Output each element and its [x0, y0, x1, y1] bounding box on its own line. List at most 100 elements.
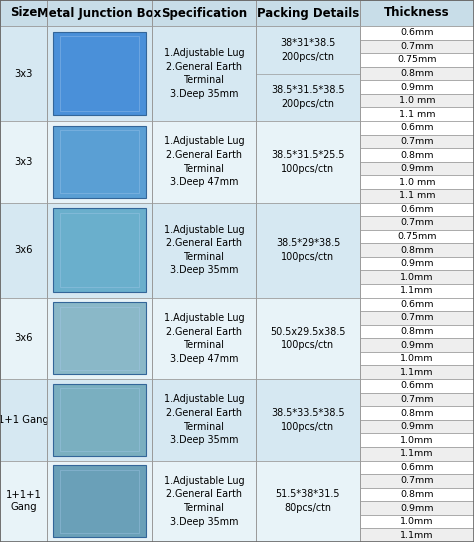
Bar: [360, 148, 474, 162]
Text: 1+1+1
Gang: 1+1+1 Gang: [6, 491, 41, 512]
Bar: [360, 352, 474, 365]
Text: 0.8mm: 0.8mm: [400, 490, 434, 499]
Text: 38.5*31.5*38.5
200pcs/ctn: 38.5*31.5*38.5 200pcs/ctn: [271, 86, 345, 109]
Text: 1.Adjustable Lug
2.General Earth
Terminal
3.Deep 47mm: 1.Adjustable Lug 2.General Earth Termina…: [164, 137, 244, 187]
Bar: [0, 121, 47, 203]
Text: 0.7mm: 0.7mm: [400, 42, 434, 51]
Text: 0.9mm: 0.9mm: [400, 82, 434, 92]
Text: 1.0 mm: 1.0 mm: [399, 96, 435, 105]
Bar: [152, 461, 256, 542]
Text: 3x6: 3x6: [14, 333, 33, 343]
Bar: [360, 325, 474, 338]
Text: 1.1mm: 1.1mm: [400, 449, 434, 458]
Bar: [0, 298, 47, 379]
Bar: [47, 298, 152, 379]
Text: 0.9mm: 0.9mm: [400, 422, 434, 431]
Bar: [360, 420, 474, 434]
Bar: [360, 216, 474, 230]
Bar: [256, 121, 360, 203]
Text: 1.1mm: 1.1mm: [400, 368, 434, 377]
Text: 50.5x29.5x38.5
100pcs/ctn: 50.5x29.5x38.5 100pcs/ctn: [270, 326, 346, 350]
Text: 38*31*38.5
200pcs/ctn: 38*31*38.5 200pcs/ctn: [280, 38, 336, 62]
Bar: [360, 257, 474, 270]
Text: 1.Adjustable Lug
2.General Earth
Terminal
3.Deep 35mm: 1.Adjustable Lug 2.General Earth Termina…: [164, 476, 244, 527]
Bar: [61, 131, 138, 193]
Bar: [360, 40, 474, 53]
Text: 1.1 mm: 1.1 mm: [399, 110, 435, 119]
Text: 0.6mm: 0.6mm: [400, 124, 434, 132]
Bar: [47, 121, 152, 203]
Text: 0.6mm: 0.6mm: [400, 205, 434, 214]
Bar: [0, 203, 47, 298]
Bar: [47, 461, 152, 542]
Bar: [360, 107, 474, 121]
Bar: [360, 434, 474, 447]
Bar: [360, 528, 474, 542]
Bar: [360, 176, 474, 189]
Bar: [47, 0, 152, 26]
Bar: [360, 0, 474, 26]
Bar: [360, 270, 474, 284]
Text: 38.5*29*38.5
100pcs/ctn: 38.5*29*38.5 100pcs/ctn: [276, 238, 340, 262]
Bar: [53, 126, 146, 198]
Bar: [360, 80, 474, 94]
Bar: [61, 470, 138, 533]
Text: 1+1 Gang: 1+1 Gang: [0, 415, 49, 425]
Bar: [47, 203, 152, 298]
Text: 0.7mm: 0.7mm: [400, 395, 434, 404]
Bar: [360, 67, 474, 80]
Text: 0.8mm: 0.8mm: [400, 69, 434, 78]
Text: 0.7mm: 0.7mm: [400, 313, 434, 322]
Bar: [61, 307, 138, 370]
Bar: [360, 243, 474, 257]
Bar: [53, 31, 146, 115]
Bar: [360, 162, 474, 176]
Text: 3x6: 3x6: [14, 245, 33, 255]
Bar: [61, 212, 138, 287]
Bar: [360, 338, 474, 352]
Bar: [360, 488, 474, 501]
Text: Thickness: Thickness: [384, 7, 450, 20]
Text: Metal Junction Box: Metal Junction Box: [37, 7, 162, 20]
Text: 1.1 mm: 1.1 mm: [399, 191, 435, 200]
Text: 0.75mm: 0.75mm: [397, 232, 437, 241]
Bar: [152, 121, 256, 203]
Bar: [256, 298, 360, 379]
Bar: [53, 384, 146, 456]
Bar: [360, 461, 474, 474]
Text: 1.1mm: 1.1mm: [400, 286, 434, 295]
Text: 1.0mm: 1.0mm: [400, 273, 434, 282]
Bar: [360, 121, 474, 134]
Bar: [360, 230, 474, 243]
Text: 0.9mm: 0.9mm: [400, 259, 434, 268]
Bar: [53, 208, 146, 292]
Text: 3x3: 3x3: [14, 68, 33, 79]
Bar: [360, 406, 474, 420]
Bar: [256, 379, 360, 461]
Text: 1.1mm: 1.1mm: [400, 531, 434, 540]
Text: Size: Size: [10, 7, 37, 20]
Text: 38.5*31.5*25.5
100pcs/ctn: 38.5*31.5*25.5 100pcs/ctn: [271, 150, 345, 173]
Bar: [360, 26, 474, 40]
Text: 0.8mm: 0.8mm: [400, 409, 434, 417]
Bar: [360, 189, 474, 203]
Bar: [61, 36, 138, 111]
Bar: [256, 26, 360, 121]
Bar: [152, 0, 256, 26]
Bar: [0, 26, 47, 121]
Bar: [0, 461, 47, 542]
Text: 0.6mm: 0.6mm: [400, 28, 434, 37]
Bar: [360, 53, 474, 67]
Bar: [152, 203, 256, 298]
Bar: [360, 365, 474, 379]
Text: 1.0mm: 1.0mm: [400, 517, 434, 526]
Text: 1.Adjustable Lug
2.General Earth
Terminal
3.Deep 35mm: 1.Adjustable Lug 2.General Earth Termina…: [164, 48, 244, 99]
Bar: [0, 379, 47, 461]
Bar: [360, 134, 474, 148]
Bar: [47, 26, 152, 121]
Text: 1.0mm: 1.0mm: [400, 354, 434, 363]
Bar: [360, 474, 474, 488]
Bar: [360, 203, 474, 216]
Text: 0.8mm: 0.8mm: [400, 327, 434, 336]
Text: Specification: Specification: [161, 7, 247, 20]
